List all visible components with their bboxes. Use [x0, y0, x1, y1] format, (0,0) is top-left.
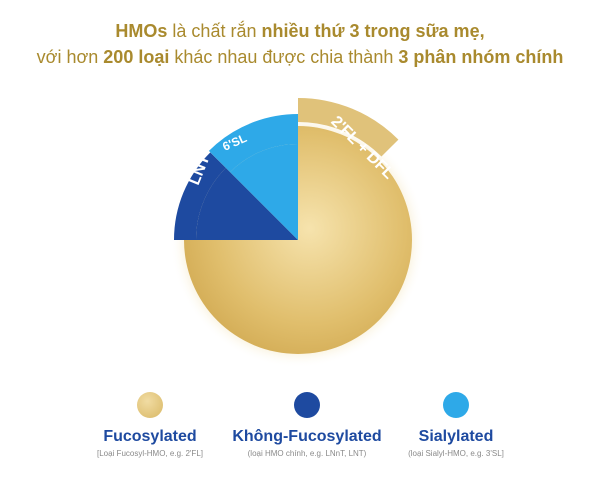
headline: HMOs là chất rắn nhiều thứ 3 trong sữa m…: [0, 18, 600, 70]
legend-title: Fucosylated: [103, 428, 197, 445]
headline-text: khác nhau được chia thành: [169, 47, 399, 67]
pie-label-band-sialylated: [208, 114, 298, 173]
headline-line-2: với hơn 200 loại khác nhau được chia thà…: [0, 44, 600, 70]
headline-count: 200 loại: [103, 47, 170, 67]
legend-item-sialylated: Sialylated (loại Sialyl-HMO, e.g. 3'SL]: [356, 392, 556, 458]
legend-subtitle: (loại HMO chính, e.g. LNnT, LNT): [247, 449, 367, 458]
headline-text: là chất rắn: [167, 21, 262, 41]
headline-hmos: HMOs: [115, 21, 168, 41]
pie-slice-sialylated: [230, 144, 298, 240]
legend-item-non-fucosylated: Không-Fucosylated (loại HMO chính, e.g. …: [207, 392, 407, 458]
legend-subtitle: [Loại Fucosyl-HMO, e.g. 2'FL]: [96, 449, 203, 458]
headline-text: với hơn: [36, 47, 104, 67]
legend-item-fucosylated: Fucosylated [Loại Fucosyl-HMO, e.g. 2'FL…: [50, 392, 250, 458]
legend-title: Không-Fucosylated: [232, 428, 382, 445]
pie-label-band-fucosylated: [298, 98, 399, 157]
legend-dot-fucosylated: [137, 392, 163, 418]
headline-emphasis: nhiều thứ 3 trong sữa mẹ,: [261, 21, 485, 41]
pie-label-band-non-fucosylated: [174, 152, 226, 240]
legend-dot-sialylated: [443, 392, 469, 418]
legend-dot-non-fucosylated: [294, 392, 320, 418]
legend-subtitle: (loại Sialyl-HMO, e.g. 3'SL]: [408, 449, 504, 458]
legend-title: Sialylated: [418, 428, 494, 445]
pie-slice-non-fucosylated: [196, 167, 298, 240]
headline-line-1: HMOs là chất rắn nhiều thứ 3 trong sữa m…: [0, 18, 600, 44]
hmo-pie-chart: 2'FL + DFL LNT + 3'SL 6'SL: [170, 98, 426, 368]
headline-emphasis: 3 phân nhóm chính: [398, 47, 564, 67]
